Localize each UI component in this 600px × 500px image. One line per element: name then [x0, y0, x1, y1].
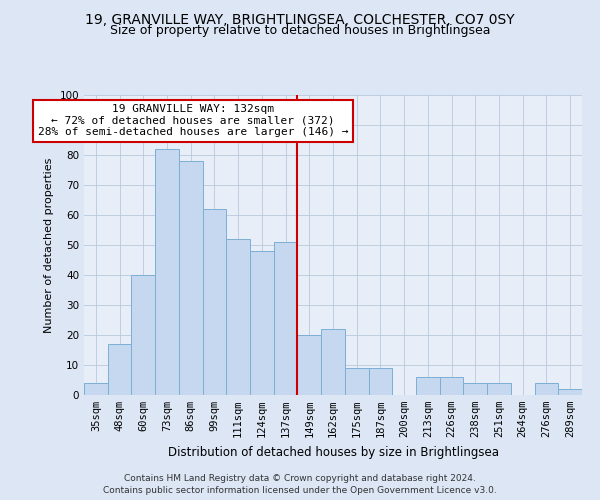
Bar: [535, 383, 558, 395]
X-axis label: Distribution of detached houses by size in Brightlingsea: Distribution of detached houses by size …: [167, 446, 499, 458]
Bar: [558, 389, 582, 395]
Text: Size of property relative to detached houses in Brightlingsea: Size of property relative to detached ho…: [110, 24, 490, 37]
Bar: [131, 275, 155, 395]
Bar: [298, 335, 321, 395]
Bar: [463, 383, 487, 395]
Bar: [345, 368, 368, 395]
Bar: [321, 329, 345, 395]
Bar: [487, 383, 511, 395]
Bar: [368, 368, 392, 395]
Bar: [226, 239, 250, 395]
Bar: [108, 344, 131, 395]
Bar: [274, 242, 298, 395]
Bar: [250, 251, 274, 395]
Y-axis label: Number of detached properties: Number of detached properties: [44, 158, 54, 332]
Bar: [440, 377, 463, 395]
Bar: [416, 377, 440, 395]
Text: 19, GRANVILLE WAY, BRIGHTLINGSEA, COLCHESTER, CO7 0SY: 19, GRANVILLE WAY, BRIGHTLINGSEA, COLCHE…: [85, 12, 515, 26]
Bar: [179, 161, 203, 395]
Text: Contains HM Land Registry data © Crown copyright and database right 2024.
Contai: Contains HM Land Registry data © Crown c…: [103, 474, 497, 495]
Bar: [155, 149, 179, 395]
Text: 19 GRANVILLE WAY: 132sqm
← 72% of detached houses are smaller (372)
28% of semi-: 19 GRANVILLE WAY: 132sqm ← 72% of detach…: [38, 104, 349, 137]
Bar: [84, 383, 108, 395]
Bar: [203, 209, 226, 395]
